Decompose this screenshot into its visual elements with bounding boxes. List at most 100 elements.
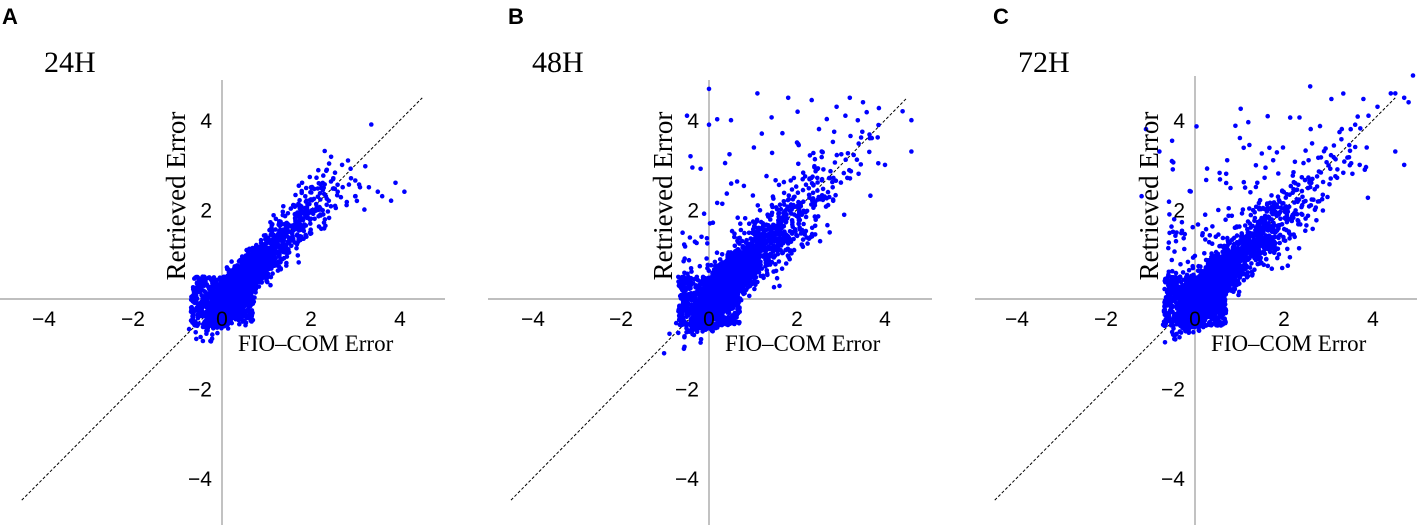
scatter-point [299, 188, 305, 194]
x-tick-label: 4 [394, 308, 406, 331]
scatter-point [307, 174, 313, 180]
scatter-point [303, 194, 308, 199]
scatter-points [661, 86, 914, 356]
scatter-point [339, 162, 345, 168]
scatter-point [193, 296, 199, 301]
scatter-point [237, 285, 242, 291]
scatter-point [326, 215, 332, 221]
scatter-point [221, 299, 226, 305]
scatter-point [247, 246, 252, 252]
scatter-point [220, 276, 225, 281]
scatter-point [331, 176, 336, 181]
scatter-point [204, 295, 209, 301]
scatter-point [266, 266, 272, 272]
scatter-point [319, 226, 324, 232]
scatter-point [257, 263, 263, 269]
scatter-point [297, 210, 302, 216]
y-tick-label: −2 [188, 378, 212, 401]
scatter-point [328, 204, 334, 209]
scatter-point [335, 182, 340, 188]
scatter-point [198, 334, 203, 340]
scatter-point [243, 296, 249, 302]
scatter-point [321, 173, 326, 178]
scatter-point [294, 233, 300, 238]
scatter-point [369, 122, 374, 127]
scatter-point [295, 239, 301, 244]
scatter-point [308, 231, 313, 237]
scatter-point [323, 223, 328, 229]
scatter-point [295, 253, 301, 258]
x-tick-label: −2 [121, 308, 145, 331]
scatter-point [204, 305, 210, 310]
scatter-point [240, 319, 245, 324]
scatter-point [211, 279, 217, 284]
scatter-point [211, 298, 217, 303]
scatter-point [324, 202, 330, 208]
scatter-point [353, 178, 358, 183]
scatter-point [388, 198, 394, 203]
scatter-point [193, 330, 198, 335]
y-tick-label: 2 [200, 200, 212, 223]
scatter-point [207, 275, 212, 280]
scatter-point [304, 198, 309, 203]
scatter-point [325, 209, 331, 214]
x-tick-label: 2 [305, 308, 317, 331]
panel-letter: A [2, 4, 18, 29]
scatter-point [393, 180, 398, 186]
panel-letter: B [508, 4, 524, 29]
scatter-point [262, 274, 268, 280]
scatter-point [255, 252, 260, 257]
scatter-point [303, 232, 309, 238]
scatter-point [276, 220, 282, 226]
scatter-point [270, 232, 275, 238]
scatter-point [345, 158, 351, 163]
scatter-point [290, 202, 296, 208]
scatter-point [348, 176, 354, 181]
scatter-point [318, 182, 324, 187]
x-axis-label: FIO–COM Error [238, 331, 394, 356]
scatter-point [239, 299, 244, 305]
scatter-point [286, 240, 292, 246]
scatter-point [268, 259, 274, 264]
scatter-point [661, 351, 667, 356]
scatter-point [248, 293, 254, 299]
panel-title: 24H [44, 46, 96, 79]
scatter-point [199, 300, 204, 305]
scatter-point [245, 303, 250, 308]
scatter-point [250, 301, 256, 307]
scatter-point [344, 202, 349, 208]
scatter-point [271, 213, 276, 218]
scatter-point [239, 309, 245, 314]
scatter-point [379, 193, 385, 199]
scatter-point [340, 184, 346, 190]
scatter-point [280, 227, 286, 233]
scatter-point [260, 256, 266, 262]
scatter-point [294, 246, 299, 251]
scatter-point [284, 254, 290, 259]
scatter-point [253, 242, 259, 248]
scatter-point [303, 185, 309, 191]
scatter-point [243, 267, 248, 273]
scatter-point [346, 182, 352, 187]
scatter-point [200, 324, 206, 330]
scatter-point [312, 216, 317, 222]
y-tick-label: −4 [188, 468, 212, 491]
scatter-point [309, 190, 314, 195]
scatter-point [338, 194, 344, 200]
scatter-point [200, 288, 206, 293]
scatter-point [276, 253, 282, 258]
scatter-point [199, 283, 205, 289]
scatter-point [230, 289, 236, 295]
scatter-point [335, 189, 341, 194]
scatter-point [363, 164, 368, 169]
scatter-point [362, 207, 367, 212]
scatter-point [274, 240, 280, 245]
scatter-point [719, 252, 725, 257]
scatter-point [275, 233, 281, 238]
scatter-point [246, 254, 252, 260]
scatter-points [186, 122, 407, 344]
scatter-point [250, 267, 256, 272]
scatter-point [308, 185, 314, 190]
